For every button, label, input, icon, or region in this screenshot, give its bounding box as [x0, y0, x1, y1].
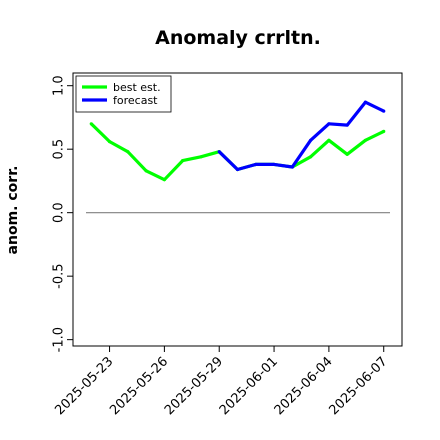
- data-point: [290, 165, 294, 169]
- x-tick-label: 2025-05-29: [162, 354, 226, 418]
- plot-frame: [72, 72, 403, 347]
- y-tick-label: 0.5: [52, 139, 67, 160]
- data-point: [107, 139, 112, 144]
- data-point: [162, 178, 166, 182]
- data-point: [272, 162, 276, 167]
- data-point: [144, 169, 148, 173]
- data-point: [89, 122, 93, 126]
- data-point: [363, 100, 368, 104]
- data-point: [309, 155, 313, 159]
- data-point: [181, 159, 185, 163]
- data-point: [327, 122, 331, 126]
- legend: best est.forecast: [75, 75, 172, 113]
- data-point: [327, 138, 331, 142]
- data-point: [309, 138, 313, 142]
- chart-title: Anomaly crrltn.: [155, 27, 321, 49]
- plot-area: -1.0-0.50.00.51.02025-05-232025-05-26202…: [52, 72, 403, 418]
- y-tick-label: 0.0: [52, 202, 67, 223]
- x-tick-label: 2025-06-04: [272, 354, 336, 418]
- data-point: [345, 152, 349, 156]
- data-point: [126, 150, 130, 154]
- data-point: [217, 150, 221, 154]
- legend-label: forecast: [113, 94, 158, 107]
- data-point: [363, 138, 368, 142]
- legend-box: [75, 75, 172, 113]
- data-point: [382, 129, 386, 134]
- y-tick-label: 1.0: [52, 75, 67, 96]
- y-tick-label: -1.0: [52, 327, 67, 352]
- x-tick-label: 2025-05-26: [107, 354, 171, 418]
- data-point: [382, 109, 386, 113]
- x-tick-label: 2025-06-01: [217, 354, 281, 418]
- data-point: [254, 162, 258, 167]
- x-tick-label: 2025-06-07: [327, 354, 391, 418]
- y-tick-label: -0.5: [52, 263, 67, 288]
- series-line-forecast: [218, 100, 385, 172]
- data-point: [199, 155, 203, 159]
- x-tick-label: 2025-05-23: [52, 354, 116, 418]
- series-line-best-est: [90, 122, 385, 182]
- data-point: [235, 167, 240, 172]
- y-axis-label: anom. corr.: [5, 166, 21, 255]
- data-point: [345, 123, 349, 127]
- legend-label: best est.: [113, 81, 161, 94]
